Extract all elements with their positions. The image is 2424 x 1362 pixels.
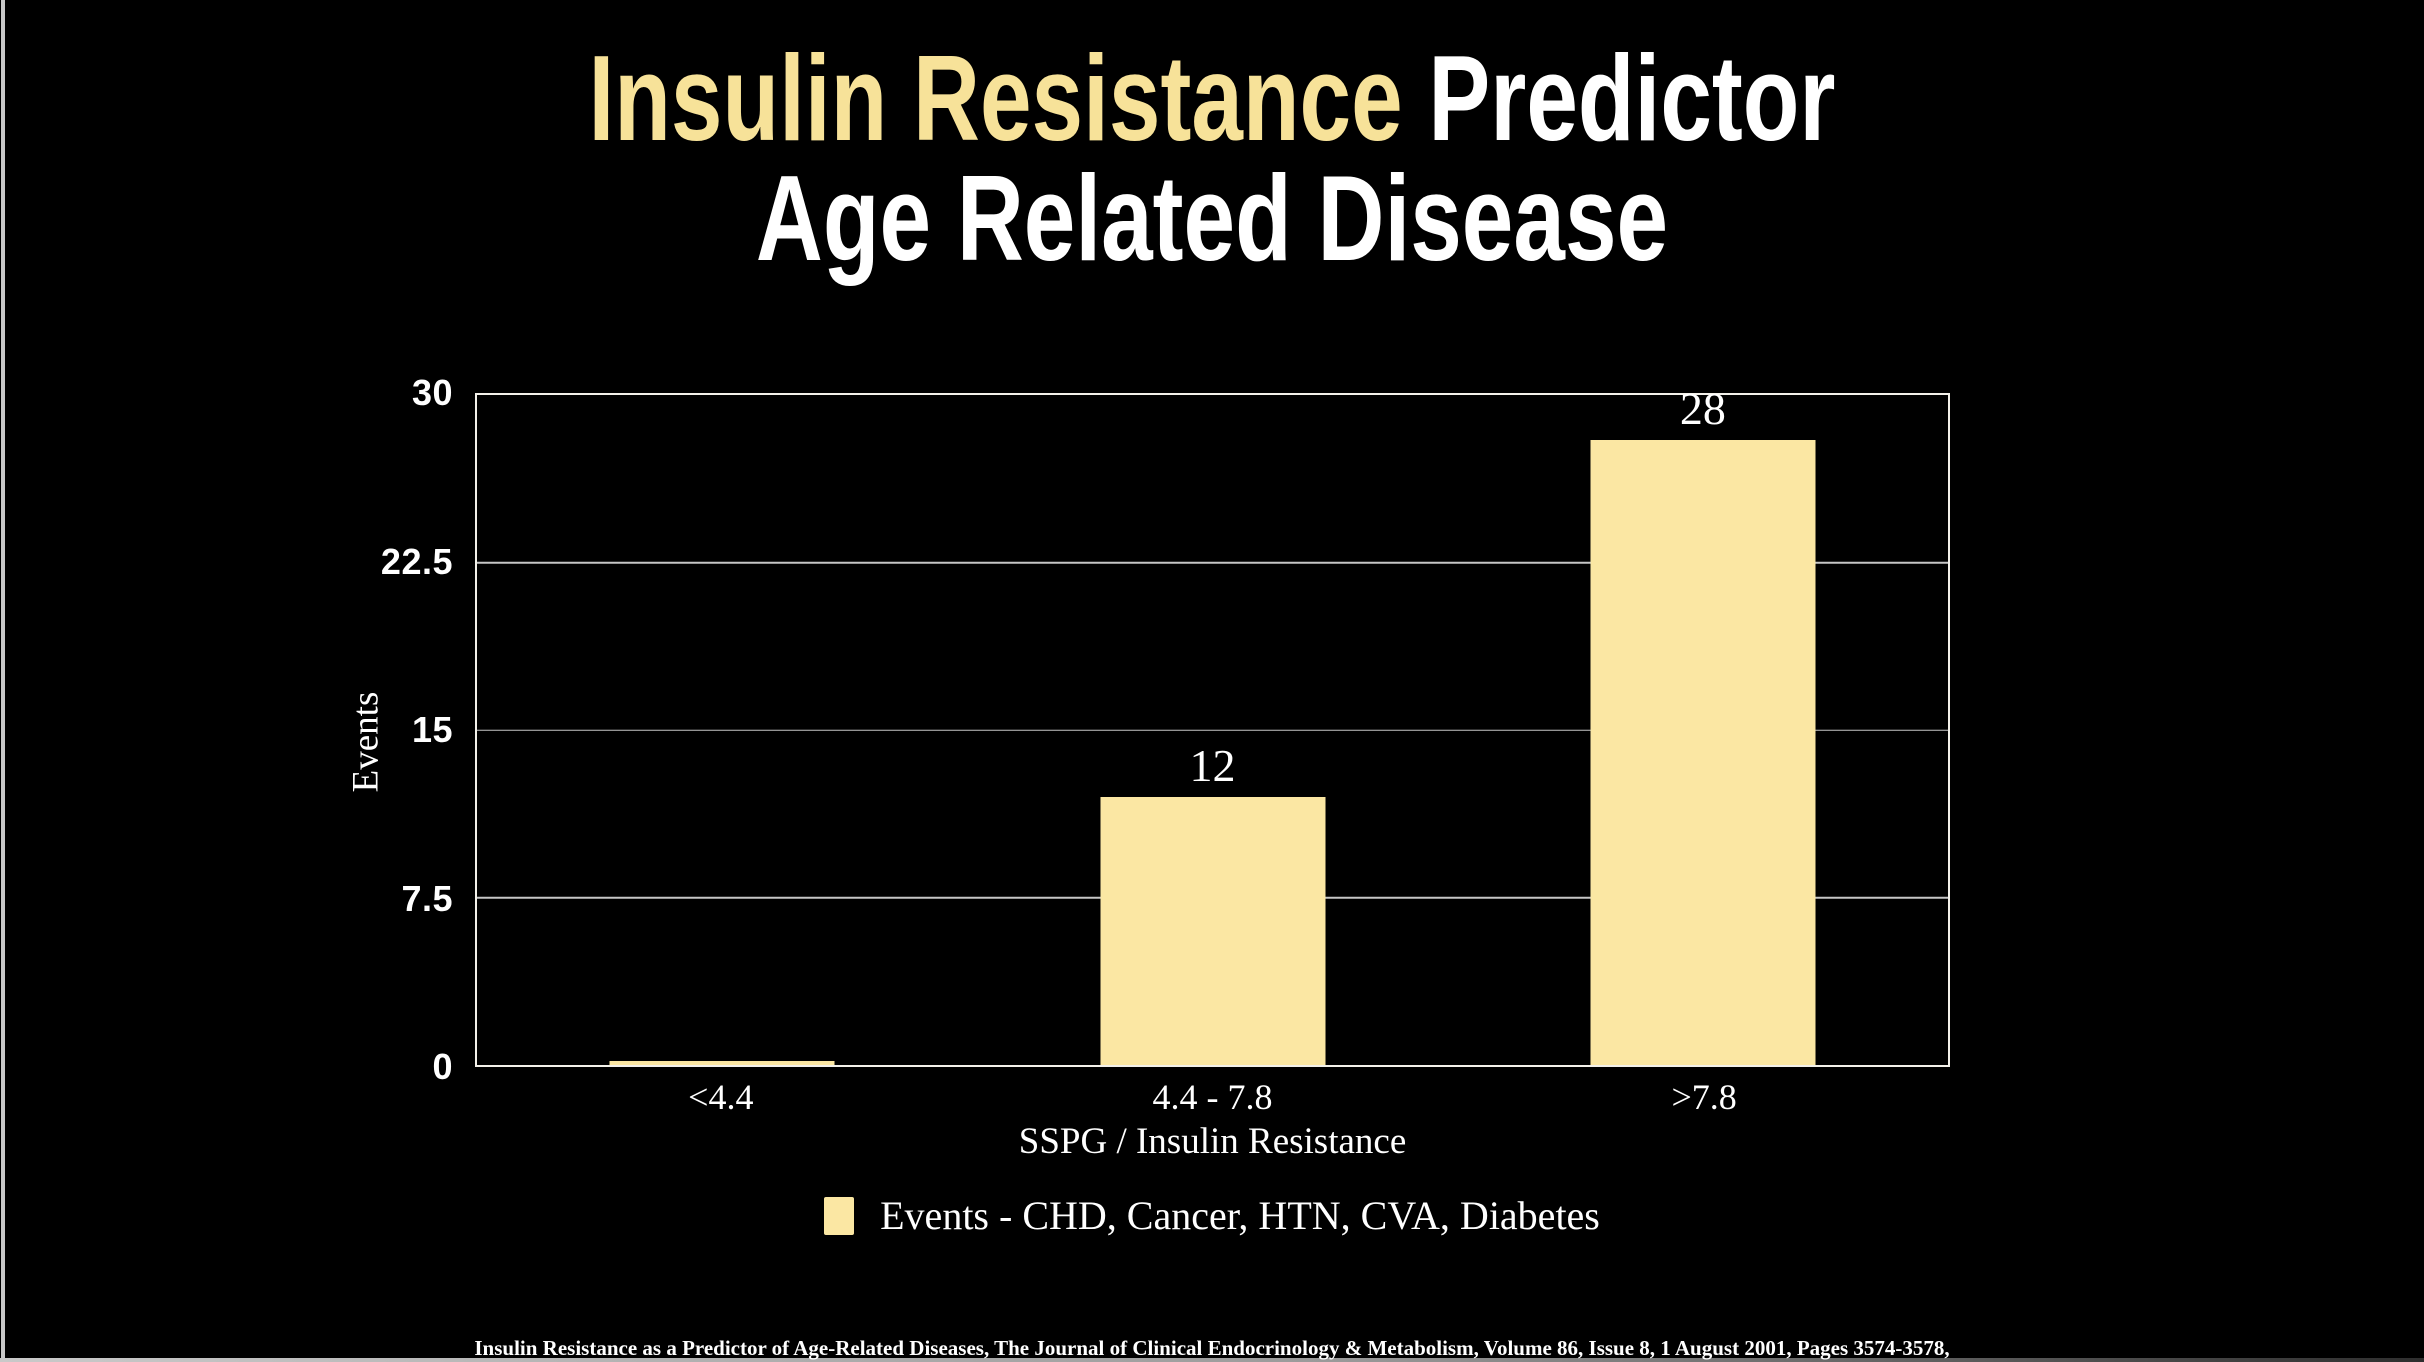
y-tick-label: 7.5 bbox=[401, 877, 453, 919]
y-axis-label: Events bbox=[345, 691, 387, 793]
bar bbox=[1100, 797, 1325, 1065]
chart-title-line2: Age Related Disease bbox=[755, 150, 1669, 286]
plot-area: 12 28 bbox=[475, 385, 1950, 1067]
y-tick-label: 15 bbox=[411, 709, 453, 750]
citation: Insulin Resistance as a Predictor of Age… bbox=[474, 1336, 1950, 1360]
legend-swatch bbox=[824, 1196, 855, 1235]
gridline bbox=[477, 729, 1948, 731]
gridline bbox=[477, 561, 1948, 564]
x-tick-label: <4.4 bbox=[688, 1077, 754, 1117]
y-tick-label: 30 bbox=[411, 372, 453, 413]
x-axis-label: SSPG / Insulin Resistance bbox=[1018, 1121, 1407, 1162]
bar bbox=[1590, 439, 1816, 1065]
legend: Events - CHD, Cancer, HTN, CVA, Diabetes bbox=[0, 1192, 2424, 1239]
bar bbox=[609, 1061, 835, 1065]
y-tick-labels: 0 7.5 15 22.5 30 bbox=[0, 373, 475, 1087]
chart-title: Insulin Resistance Predictor Age Related… bbox=[0, 37, 2424, 286]
x-tick-label: 4.4 - 7.8 bbox=[1152, 1077, 1273, 1117]
title-rest-text: Predictor bbox=[1402, 30, 1836, 166]
y-tick-label: 22.5 bbox=[380, 540, 453, 582]
screen-edge-bottom bbox=[0, 1358, 2424, 1362]
bars: 12 28 bbox=[477, 385, 1948, 1065]
legend-label: Events - CHD, Cancer, HTN, CVA, Diabetes bbox=[880, 1193, 1600, 1238]
chart-title-line1: Insulin Resistance Predictor bbox=[291, 37, 2133, 159]
x-tick-label: >7.8 bbox=[1671, 1077, 1737, 1117]
bar-value-label: 12 bbox=[1189, 740, 1236, 791]
title-accent-text: Insulin Resistance bbox=[588, 30, 1403, 166]
bar-value-label: 28 bbox=[1679, 382, 1726, 434]
x-tick-labels: <4.4 4.4 - 7.8 >7.8 bbox=[475, 1077, 1950, 1122]
screen-edge-left bbox=[1, 0, 5, 1362]
y-tick-label: 0 bbox=[432, 1046, 453, 1087]
